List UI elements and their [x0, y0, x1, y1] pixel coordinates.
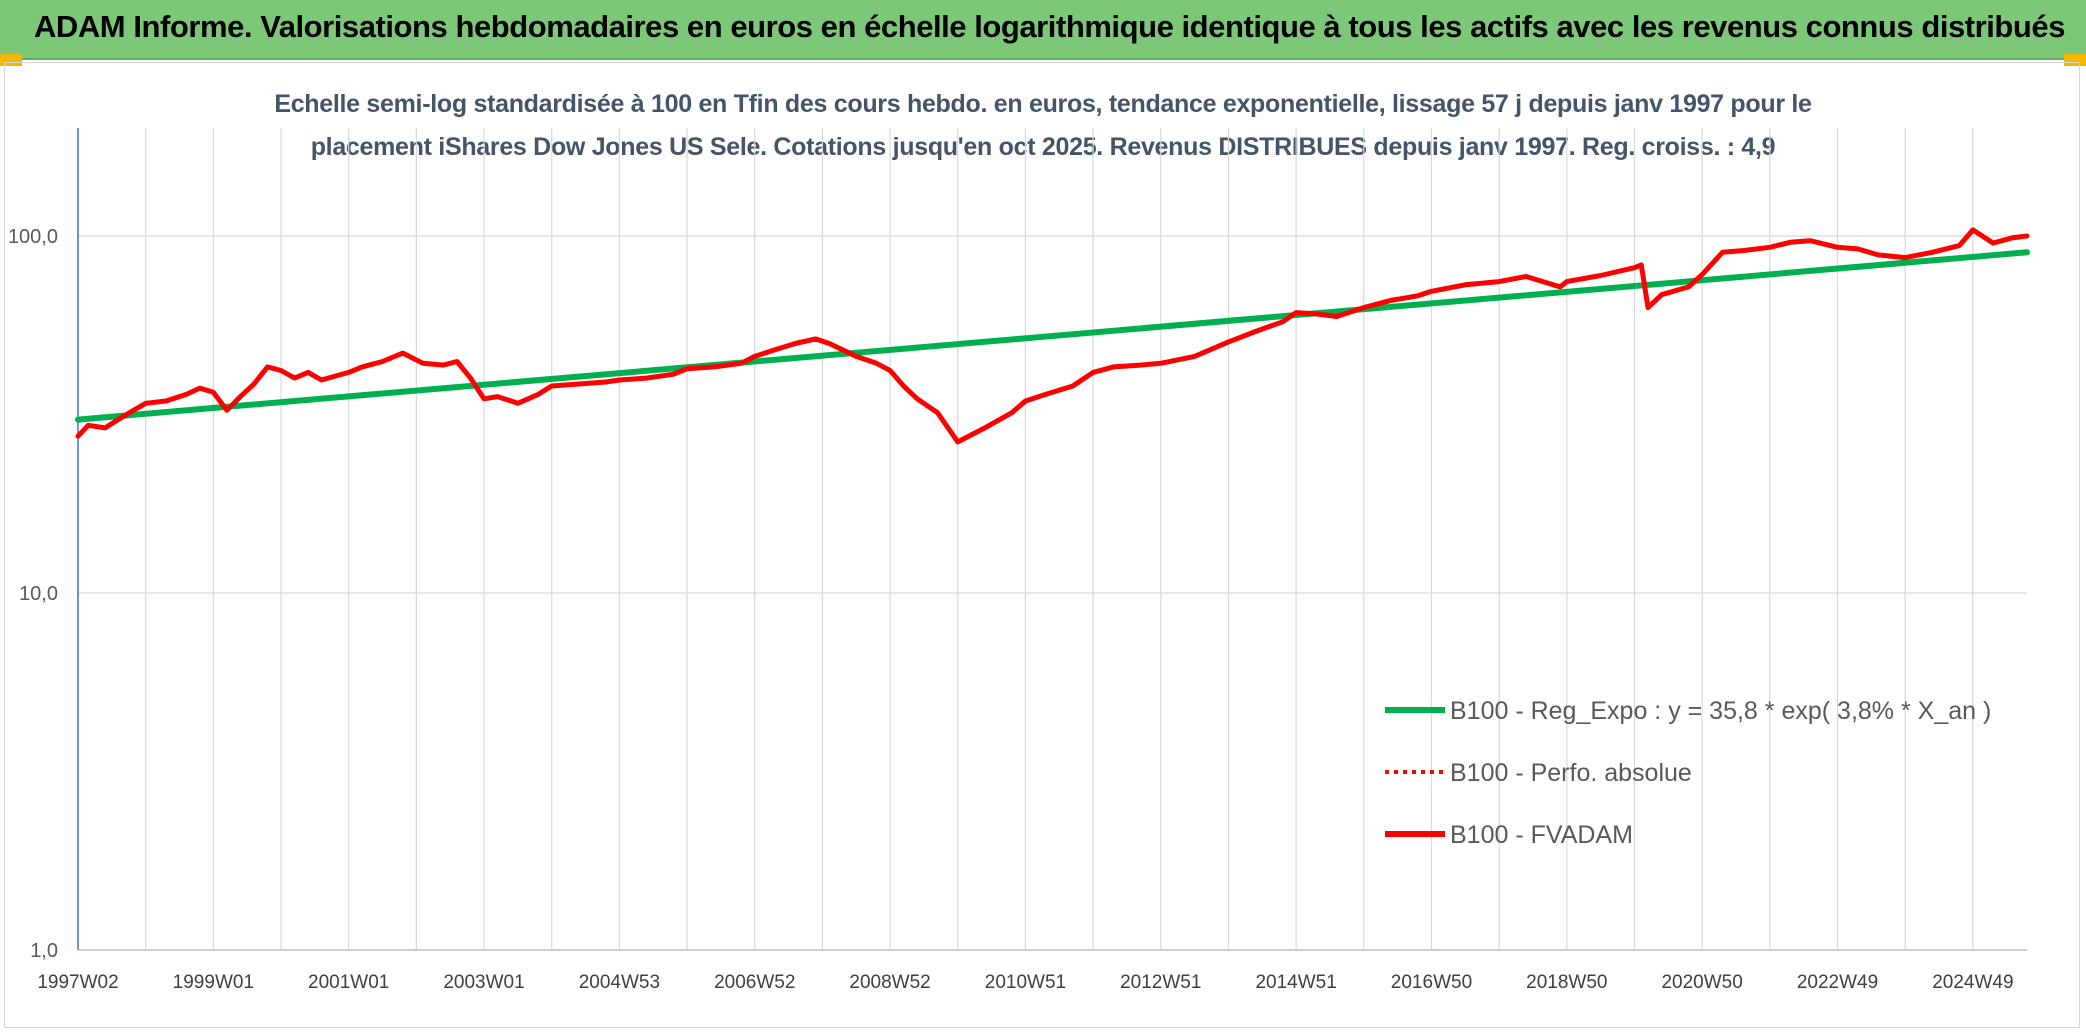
chart-frame	[4, 62, 2080, 1028]
legend-label-1: B100 - Perfo. absolue	[1450, 759, 1692, 787]
x-tick-label: 2020W50	[1661, 972, 1742, 993]
y-tick-label: 10,0	[19, 583, 58, 605]
legend-label-0: B100 - Reg_Expo : y = 35,8 * exp( 3,8% *…	[1450, 697, 1991, 725]
report-banner: ADAM Informe. Valorisations hebdomadaire…	[0, 0, 2086, 60]
x-tick-label: 2003W01	[443, 972, 524, 993]
x-tick-label: 2024W49	[1932, 972, 2013, 993]
banner-title: ADAM Informe. Valorisations hebdomadaire…	[34, 9, 2065, 44]
x-tick-label: 2012W51	[1120, 972, 1201, 993]
corner-marker-right	[2064, 54, 2086, 66]
series-line-2	[75, 227, 2030, 445]
x-tick-label: 2016W50	[1391, 972, 1472, 993]
x-tick-label: 2022W49	[1797, 972, 1878, 993]
chart-title-line-1: Echelle semi-log standardisée à 100 en T…	[274, 90, 1812, 118]
legend: B100 - Reg_Expo : y = 35,8 * exp( 3,8% *…	[1385, 697, 1991, 849]
chart-title-line-2: placement iShares Dow Jones US Sele. Cot…	[310, 133, 1776, 161]
axes	[77, 128, 2027, 951]
y-tick-label: 1,0	[30, 940, 58, 962]
x-tick-label: 2001W01	[308, 972, 389, 993]
y-tick-label: 100,0	[8, 226, 58, 248]
series-line-0	[75, 249, 2030, 423]
x-tick-label: 2014W51	[1255, 972, 1336, 993]
tick-labels: 100,0 10,0 1,0 1997W02 1999W01 2001W01 2003W01…	[8, 226, 2014, 993]
grid-lines	[78, 128, 2027, 951]
corner-marker-left	[0, 54, 22, 66]
x-tick-label: 2010W51	[985, 972, 1066, 993]
x-tick-label: 2018W50	[1526, 972, 1607, 993]
x-tick-label: 2006W52	[714, 972, 795, 993]
x-tick-label: 2004W53	[579, 972, 660, 993]
series-lines	[75, 227, 2030, 445]
x-tick-label: 2008W52	[849, 972, 930, 993]
x-tick-label: 1999W01	[173, 972, 254, 993]
x-tick-label: 1997W02	[37, 972, 118, 993]
legend-label-2: B100 - FVADAM	[1450, 821, 1633, 849]
